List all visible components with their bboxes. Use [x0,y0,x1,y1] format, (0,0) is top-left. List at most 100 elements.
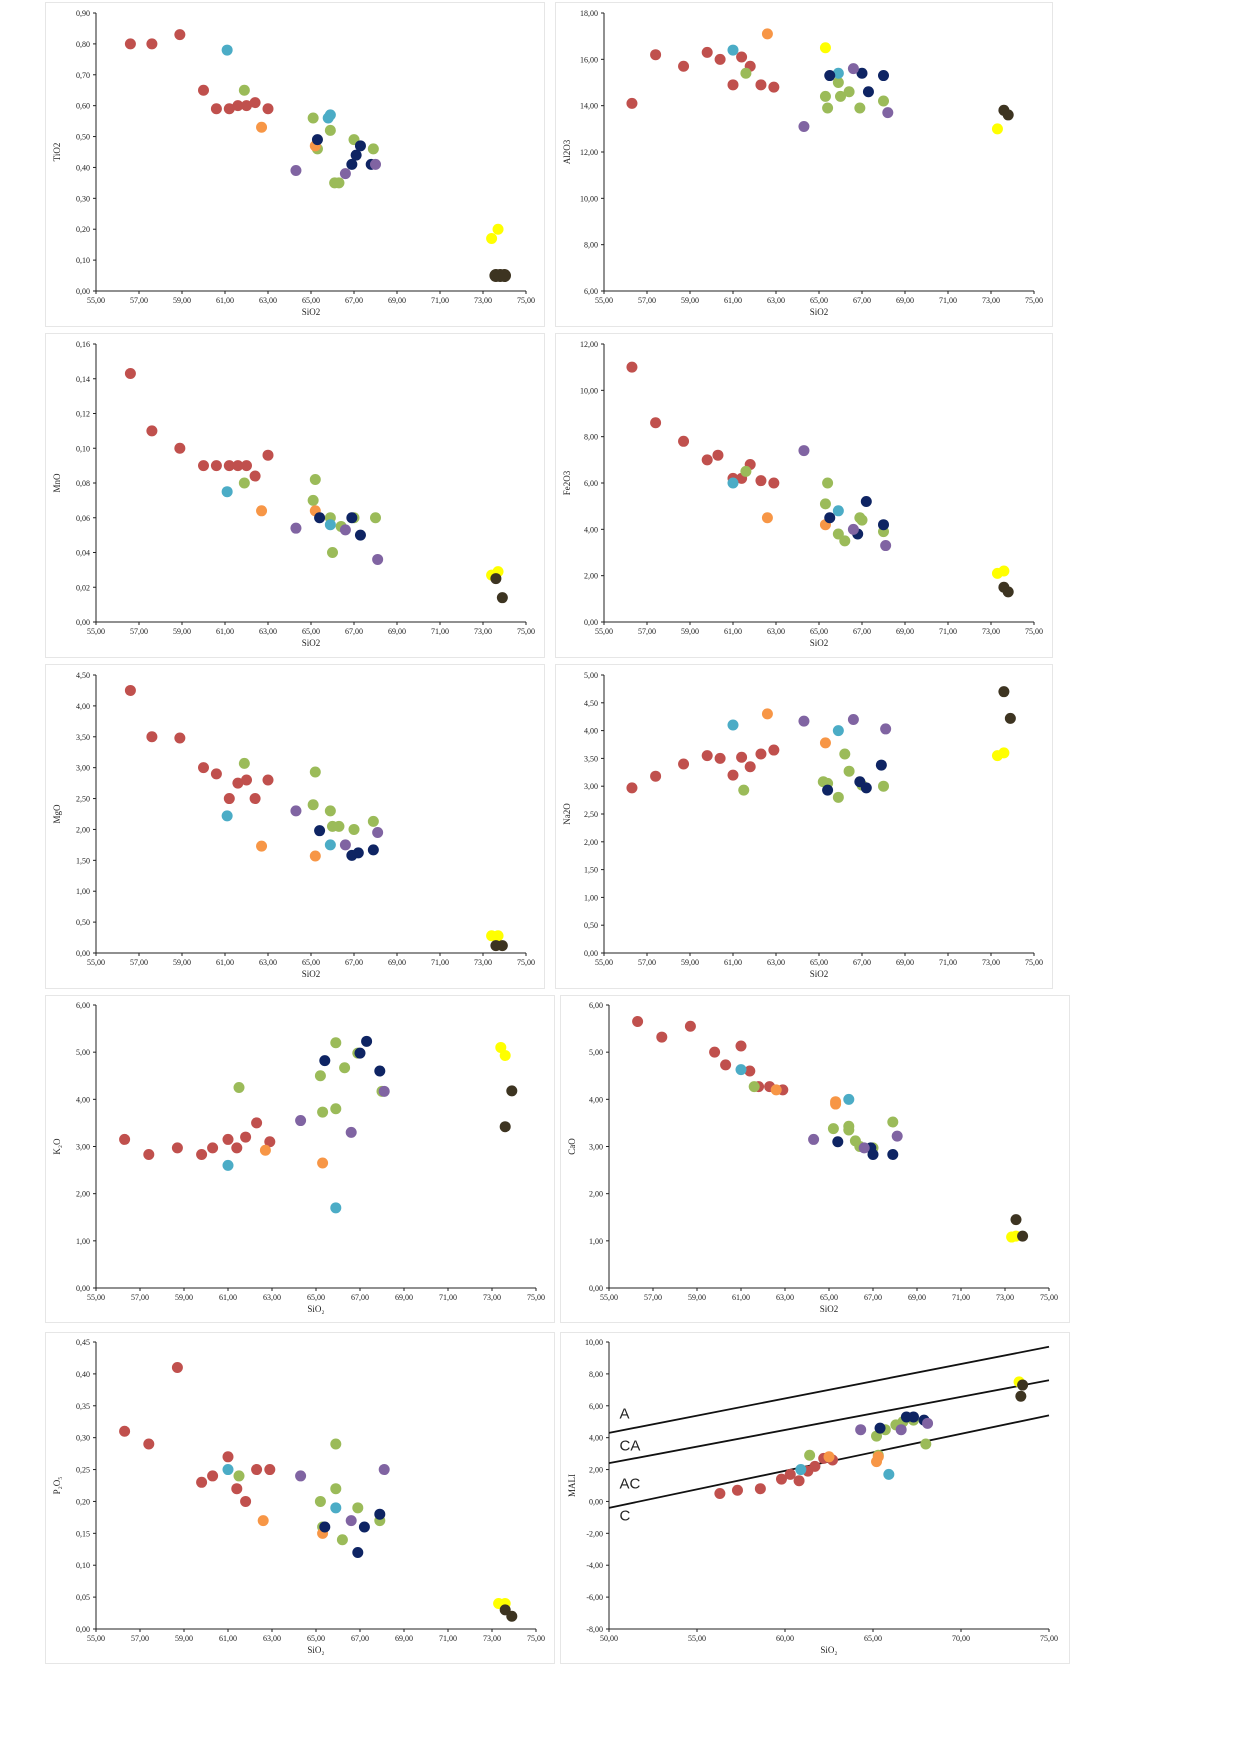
data-point-lightblue [324,519,336,531]
data-point-lightblue [322,112,334,124]
y-tick-label: 2,50 [76,795,90,804]
data-point-red [712,449,724,461]
data-point-purple [370,158,381,170]
data-point-red [124,38,136,50]
data-point-darkbrown [506,1085,518,1097]
y-tick-label: 1,00 [584,893,598,902]
y-tick-label: 0,35 [76,1402,90,1411]
y-tick-label: 2,00 [76,1190,90,1199]
y-tick-label: 0,50 [584,921,598,930]
data-point-red [678,60,690,72]
y-tick-label: 10,00 [580,386,598,395]
y-tick-label: 6,00 [589,1001,603,1010]
data-point-yellow [499,1049,511,1061]
data-point-purple [372,553,384,565]
data-point-darkbrown [496,592,508,604]
data-point-red [754,1483,766,1495]
y-tick-label: 0,25 [76,1466,90,1475]
data-point-navy [832,1136,844,1148]
data-point-purple [378,1085,390,1097]
x-tick-label: 59,00 [173,958,191,967]
x-axis-label: SiO2 [302,638,321,648]
x-tick-label: 75,00 [527,1293,545,1302]
data-point-orange [259,1144,271,1156]
data-point-purple [798,121,810,133]
x-tick-label: 71,00 [431,627,449,636]
y-axis-label: Al2O3 [562,139,572,164]
data-point-green [843,765,855,777]
data-point-red [231,1142,243,1154]
data-point-red [626,97,638,109]
y-tick-label: 0,70 [76,71,90,80]
x-tick-label: 55,00 [87,958,105,967]
data-point-red [223,103,235,115]
data-point-red [793,1475,805,1487]
data-point-green [333,820,345,832]
data-point-red [656,1031,668,1043]
x-tick-label: 69,00 [908,1293,926,1302]
data-point-red [210,103,222,115]
x-tick-label: 57,00 [130,958,148,967]
x-tick-label: 65,00 [302,627,320,636]
region-label-a: A [620,1406,630,1423]
panel-tio2: 55,00 57,00 59,00 61,00 63,00 65,00 67,00 69,00… [45,2,545,327]
y-tick-label: 0,16 [76,340,90,349]
y-tick-label: 0,15 [76,1529,90,1538]
data-point-red [222,1451,234,1463]
y-tick-label: -4,00 [586,1561,603,1570]
data-point-green [839,748,851,760]
data-point-red [251,1464,263,1476]
region-label-ac: AC [620,1476,641,1493]
y-tick-label: 4,50 [76,671,90,680]
data-point-navy [374,1508,386,1520]
x-tick-label: 59,00 [175,1293,193,1302]
data-point-purple [858,1142,870,1154]
data-point-purple [339,168,351,180]
data-point-yellow [819,42,831,54]
data-point-lightblue [330,1202,342,1214]
x-tick-label: 75,00 [1025,958,1043,967]
x-axis-label: SiO₂ [307,1304,324,1314]
data-point-orange [830,1098,842,1110]
data-point-green [324,805,336,817]
y-tick-label: 8,00 [584,433,598,442]
x-tick-label: 67,00 [853,627,871,636]
data-point-red [262,774,274,786]
data-point-red [146,731,158,743]
y-axis-label: Na2O [562,803,572,825]
data-point-red [249,793,261,805]
data-point-green [804,1449,816,1461]
data-point-red [714,752,726,764]
data-point-navy [887,1149,899,1161]
data-point-purple [290,805,302,817]
x-tick-label: 73,00 [474,958,492,967]
y-tick-label: 4,00 [584,525,598,534]
data-point-navy [860,496,872,508]
x-tick-label: 61,00 [216,627,234,636]
data-point-green [854,102,866,114]
data-point-orange [761,28,773,40]
x-tick-label: 55,00 [87,1634,105,1643]
data-point-red [735,1040,747,1052]
data-point-purple [295,1115,307,1127]
x-tick-label: 61,00 [219,1634,237,1643]
data-point-navy [878,519,889,531]
y-tick-label: 0,00 [76,1625,90,1634]
data-point-navy [358,1521,370,1533]
data-point-lightblue [727,719,739,731]
y-tick-label: 0,90 [76,9,90,18]
data-point-green [314,1070,326,1082]
data-point-purple [922,1417,934,1429]
x-tick-label: 65,00 [307,1293,325,1302]
data-point-navy [875,759,887,771]
y-tick-label: 4,00 [76,702,90,711]
data-point-green [740,465,752,477]
data-point-yellow [492,223,504,235]
y-tick-label: 0,80 [76,40,90,49]
data-point-lightblue [832,67,844,79]
data-point-red [650,49,662,61]
data-point-red [198,84,209,96]
classification-boundary-line [608,1379,1050,1465]
x-tick-label: 55,00 [595,958,613,967]
x-tick-label: 71,00 [431,296,449,305]
